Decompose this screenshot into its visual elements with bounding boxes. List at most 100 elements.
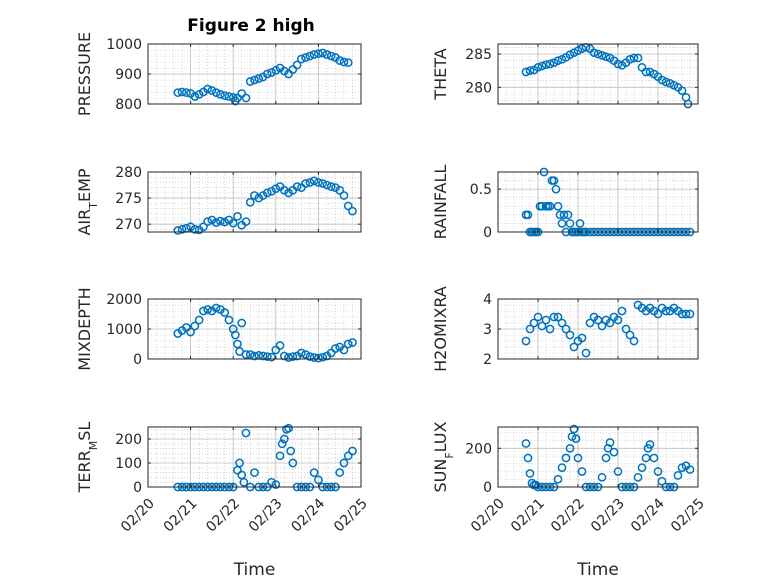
series-markers	[173, 176, 357, 235]
data-point	[254, 74, 264, 83]
data-point	[301, 179, 310, 188]
data-point	[577, 333, 587, 343]
data-point	[597, 472, 607, 482]
data-point	[633, 472, 643, 482]
data-point	[348, 338, 357, 347]
data-point	[211, 218, 221, 227]
plot-area	[498, 172, 698, 232]
y-tick-label: 2000	[106, 292, 142, 308]
data-point	[267, 352, 276, 362]
data-point	[241, 93, 251, 103]
data-point	[220, 217, 230, 227]
data-point	[649, 453, 659, 463]
data-point	[585, 318, 595, 328]
y-axis-label: AIRTEMP	[75, 168, 100, 235]
data-point	[194, 315, 204, 325]
data-point	[241, 350, 251, 359]
data-point	[284, 353, 293, 362]
data-point	[545, 324, 555, 334]
data-point	[318, 352, 328, 362]
data-point	[521, 336, 531, 346]
y-axis-label-rest: SL	[75, 422, 94, 441]
data-point	[262, 69, 272, 79]
y-tick-label: 270	[115, 217, 142, 233]
plot-area	[148, 427, 361, 487]
y-tick-label: 0.5	[470, 182, 492, 198]
data-point	[181, 323, 191, 332]
data-point	[577, 467, 587, 476]
y-axis-label: SUNFLUX	[431, 421, 456, 492]
data-point	[551, 184, 561, 194]
data-point	[292, 182, 302, 191]
y-axis-label-rest: EMP	[75, 168, 94, 202]
data-point	[288, 65, 298, 74]
data-point	[557, 463, 567, 472]
data-point	[314, 178, 323, 187]
data-point	[220, 91, 230, 100]
data-point	[279, 434, 289, 444]
data-point	[661, 77, 671, 87]
data-point	[190, 225, 200, 234]
data-point	[331, 183, 340, 193]
data-point	[343, 451, 353, 461]
series-markers	[521, 300, 695, 358]
data-point	[211, 303, 221, 313]
data-point	[657, 476, 667, 486]
data-point	[250, 468, 259, 477]
data-point	[348, 446, 357, 456]
data-point	[173, 226, 183, 235]
data-point	[553, 56, 563, 66]
data-point	[537, 61, 547, 71]
data-point	[523, 210, 533, 220]
data-point	[199, 222, 208, 232]
y-axis-label-subscript: T	[87, 202, 100, 210]
data-point	[207, 215, 217, 225]
data-point	[305, 178, 315, 187]
data-point	[305, 51, 315, 61]
axes-box	[497, 171, 699, 233]
data-point	[322, 50, 332, 59]
data-point	[279, 185, 289, 195]
y-axis-label: RAINFALL	[431, 165, 450, 240]
y-axis-label-rest: LUX	[431, 421, 450, 452]
data-point	[613, 315, 623, 325]
data-point	[173, 88, 183, 97]
data-point	[343, 201, 353, 211]
subplot-h2omixra: 2 3 4 H2OMIXRA	[431, 286, 699, 372]
axes-box	[147, 426, 362, 488]
y-tick-label: 285	[465, 47, 492, 63]
data-point	[637, 463, 647, 472]
data-point	[525, 324, 535, 334]
data-point	[288, 458, 298, 468]
subplot-pressure: 800 900 1000 PRESSURE	[75, 32, 362, 116]
data-point	[203, 84, 212, 94]
data-point	[309, 468, 319, 477]
subplot-rainfall: 0 0.5 RAINFALL	[431, 165, 699, 241]
data-point	[318, 179, 328, 188]
data-point	[601, 52, 611, 62]
data-point	[305, 352, 315, 361]
data-point	[533, 62, 543, 72]
y-tick-label: 100	[115, 456, 142, 472]
data-point	[633, 53, 643, 63]
data-point	[326, 182, 336, 191]
data-point	[233, 93, 242, 103]
data-point	[271, 480, 281, 489]
data-point	[194, 90, 204, 99]
data-point	[216, 216, 225, 226]
data-point	[348, 206, 357, 216]
data-point	[685, 309, 695, 319]
data-point	[267, 477, 276, 487]
data-point	[525, 469, 535, 478]
data-point	[645, 440, 655, 449]
data-point	[237, 89, 247, 98]
data-point	[563, 210, 573, 220]
data-point	[267, 186, 276, 196]
data-point	[541, 315, 551, 325]
data-point	[641, 453, 651, 463]
y-axis-label-main: MIXDEPTH	[75, 287, 94, 370]
data-point	[203, 217, 212, 226]
data-point	[561, 324, 571, 334]
data-point	[275, 451, 285, 461]
data-point	[339, 345, 349, 355]
